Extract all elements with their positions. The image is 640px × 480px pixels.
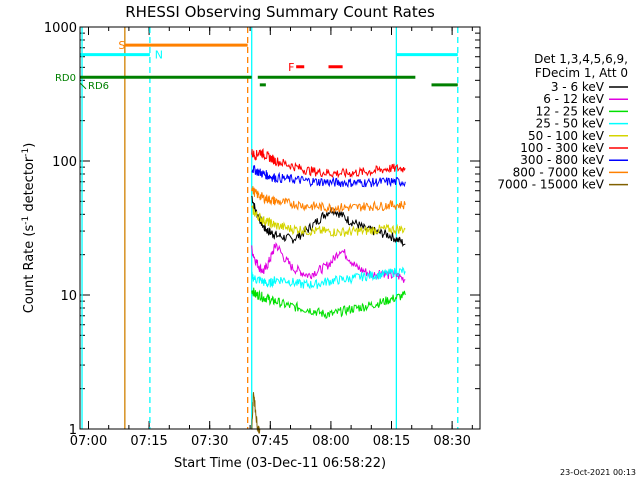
series-line-8 [251, 392, 261, 434]
x-tick-label-3: 07:45 [252, 434, 289, 449]
y-tick-label-3: 1000 [44, 21, 77, 36]
y-tick-label-2: 100 [52, 155, 77, 170]
flag-label-0: S [118, 39, 125, 52]
legend-item-6: 300 - 800 keV [520, 153, 604, 167]
series-line-3 [251, 266, 406, 290]
y-label-sup2: -1 [21, 148, 31, 157]
y-tick-label-0: 1 [69, 423, 77, 438]
y-label-close: ) [22, 143, 37, 148]
y-label-tail: detector [22, 156, 37, 216]
footer-timestamp: 23-Oct-2021 00:13 [560, 468, 636, 477]
series-line-7 [251, 186, 406, 214]
legend-item-1: 6 - 12 keV [543, 92, 605, 106]
legend-item-7: 800 - 7000 keV [513, 165, 605, 179]
x-tick-label-5: 08:15 [373, 434, 410, 449]
left-label-1: RD6 [88, 81, 109, 92]
legend-header-1: Det 1,3,4,5,6,9, [534, 52, 628, 66]
legend-header-2: FDecim 1, Att 0 [535, 66, 628, 80]
flag-label-1: N [155, 49, 163, 62]
flag-bars: S N F [80, 39, 458, 87]
series-line-6 [251, 165, 406, 189]
x-axis-label: Start Time (03-Dec-11 06:58:22) [174, 456, 386, 471]
series-line-2 [251, 287, 406, 320]
series-line-5 [251, 148, 406, 179]
legend-item-0: 3 - 6 keV [551, 80, 605, 94]
legend-item-5: 100 - 300 keV [520, 141, 604, 155]
legend-item-4: 50 - 100 keV [528, 129, 605, 143]
flag-label-3: F [288, 61, 294, 74]
x-tick-label-1: 07:15 [130, 434, 167, 449]
x-tick-label-0: 07:00 [70, 434, 107, 449]
legend: Det 1,3,4,5,6,9, FDecim 1, Att 0 3 - 6 k… [497, 52, 628, 192]
y-tick-labels: 1 10 100 1000 [44, 21, 77, 438]
x-tick-label-4: 08:00 [312, 434, 349, 449]
y-label-sup: -1 [21, 216, 31, 225]
x-tick-label-6: 08:30 [433, 434, 470, 449]
legend-item-2: 12 - 25 keV [536, 104, 605, 118]
legend-item-8: 7000 - 15000 keV [497, 178, 604, 192]
time-markers [81, 27, 459, 429]
series-line-4 [251, 205, 406, 238]
plot-frame [79, 26, 481, 430]
y-label-main: Count Rate (s [22, 225, 37, 314]
left-label-0: RD0 [55, 73, 76, 84]
x-tick-labels: 07:00 07:15 07:30 07:45 08:00 08:15 08:30 [70, 434, 471, 449]
legend-item-3: 25 - 50 keV [536, 117, 605, 131]
y-tick-label-1: 10 [60, 289, 77, 304]
rd6-tick [79, 82, 87, 90]
left-labels: RD0 RD6 [55, 73, 109, 92]
chart-title: RHESSI Observing Summary Count Rates [125, 3, 435, 21]
y-axis-label: Count Rate (s-1 detector-1) [21, 143, 37, 314]
series-lines [251, 148, 406, 434]
x-tick-label-2: 07:30 [191, 434, 228, 449]
